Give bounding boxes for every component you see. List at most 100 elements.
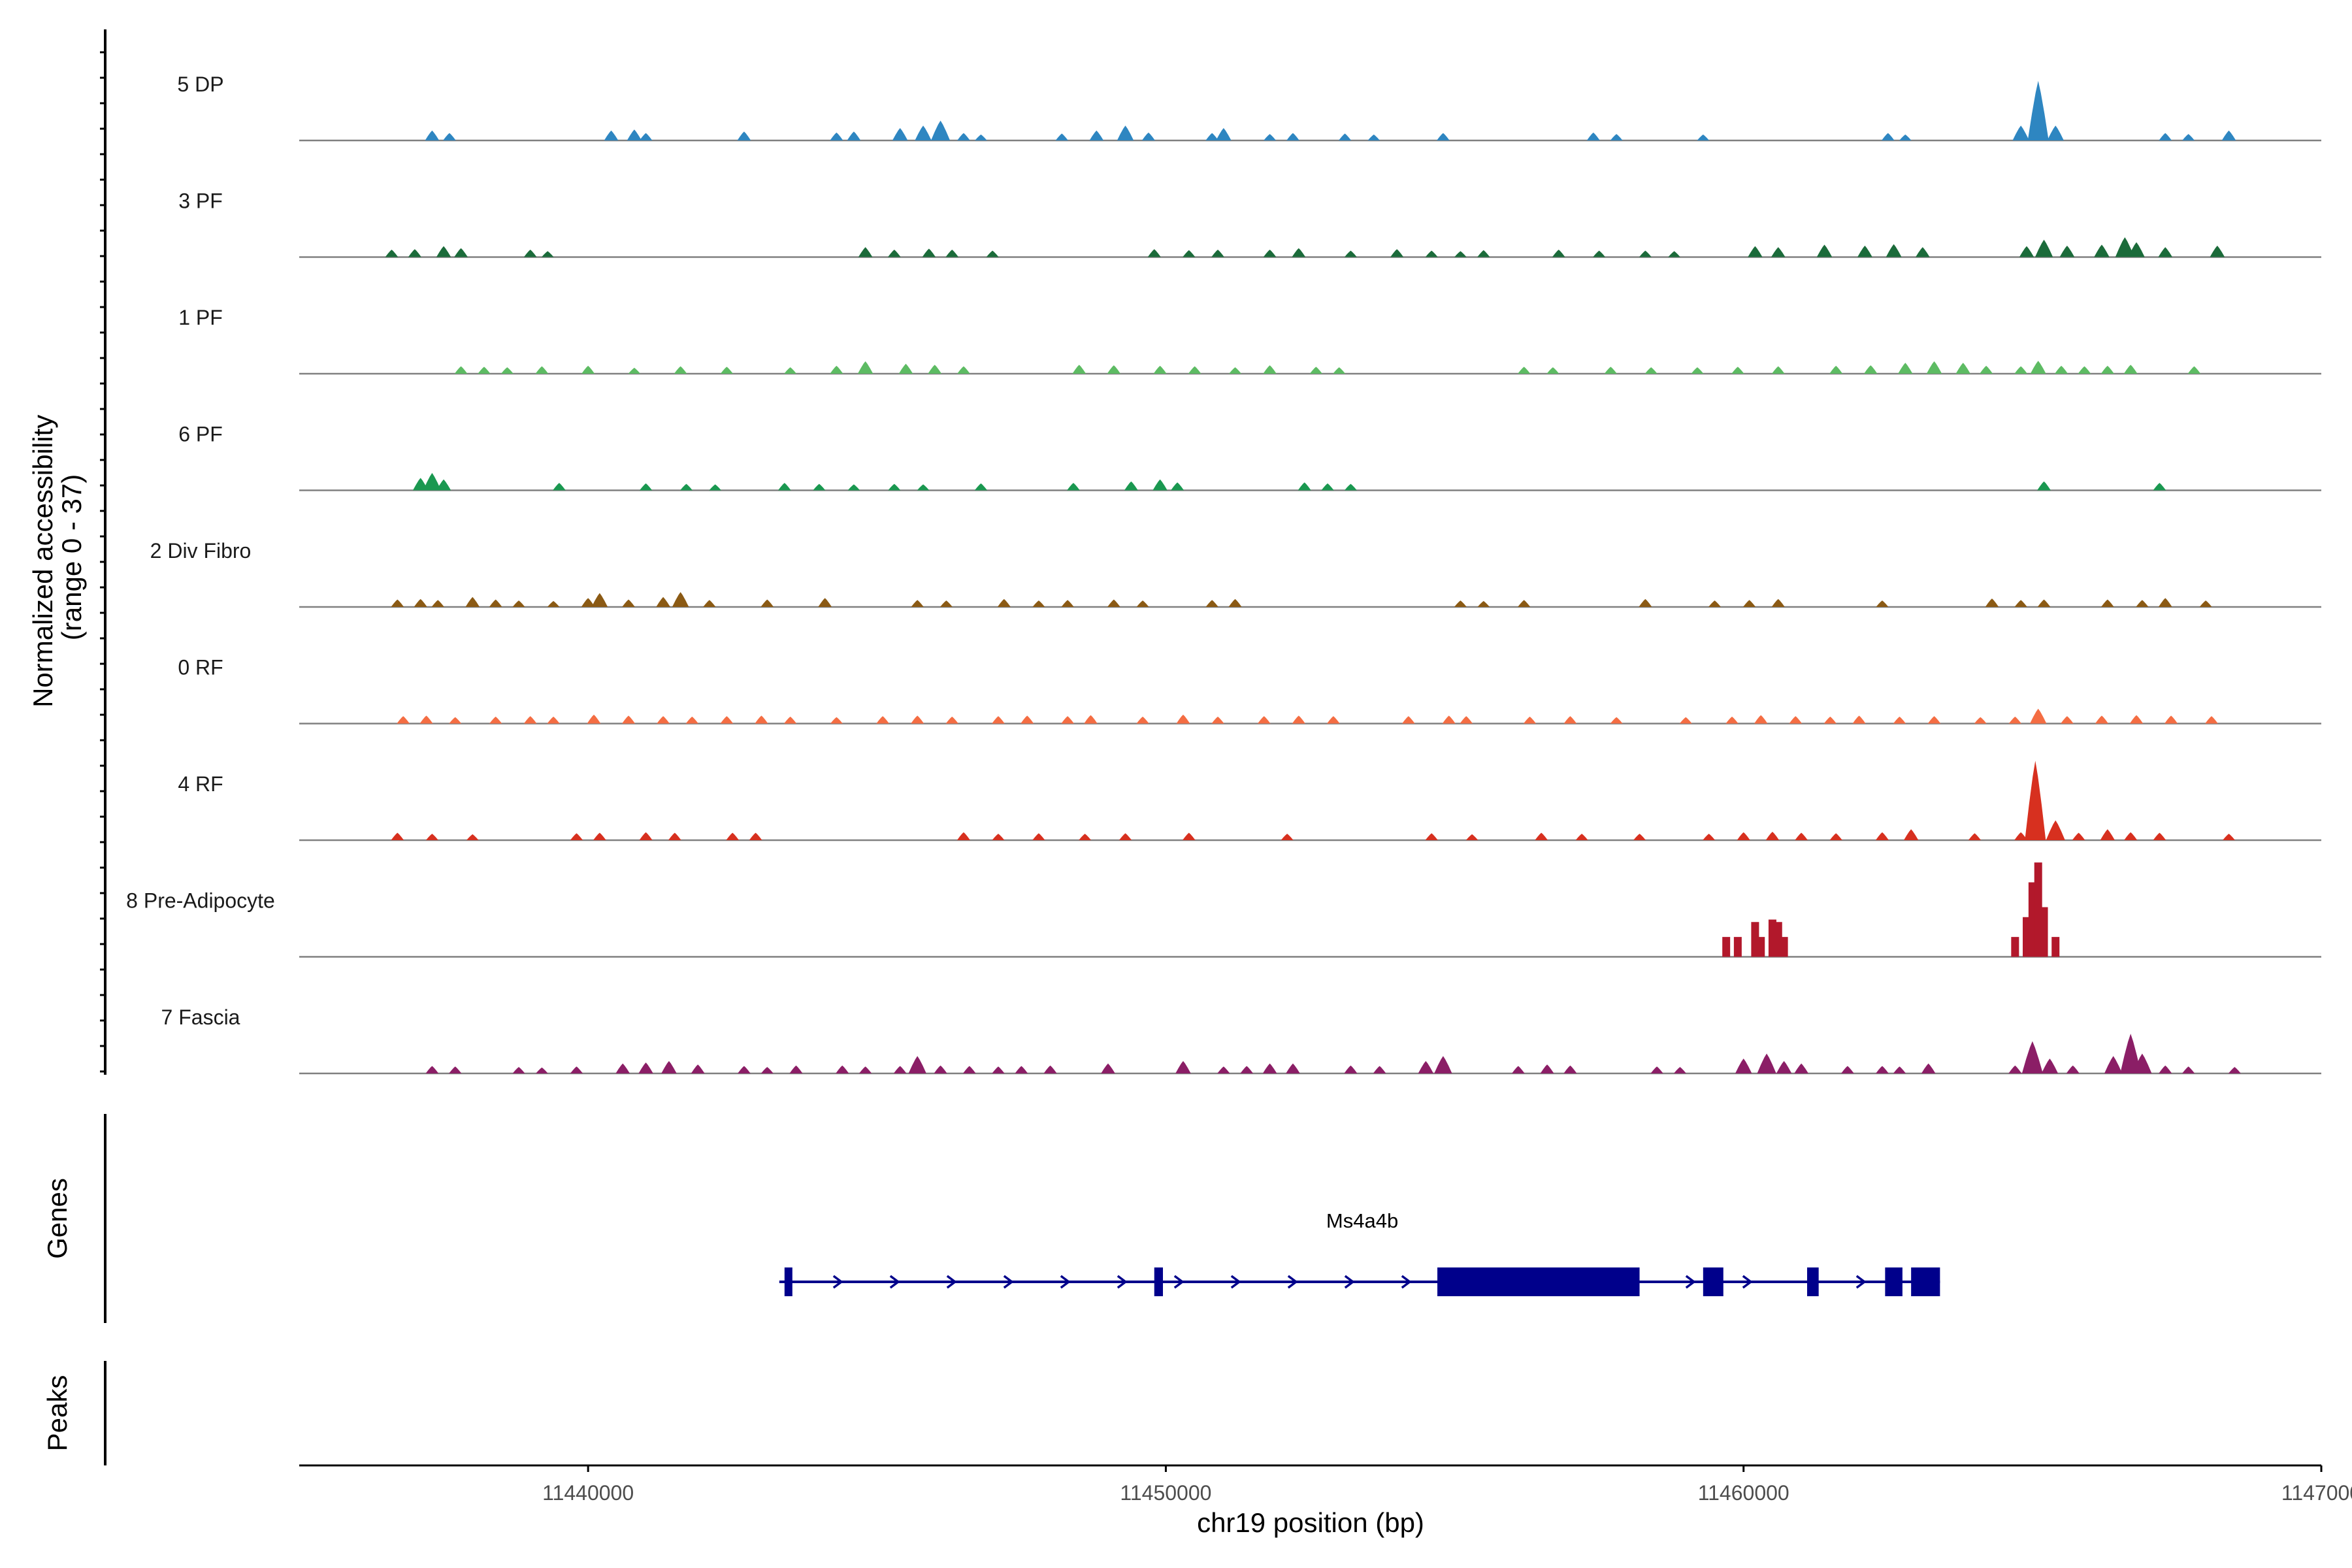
coverage-peak: [1927, 716, 1941, 724]
coverage-peak: [1748, 246, 1763, 257]
coverage-peak: [668, 832, 681, 840]
coverage-peak: [454, 366, 468, 374]
coverage-peak: [703, 600, 716, 607]
coverage-peak: [1974, 717, 1987, 724]
coverage-peak: [1540, 1064, 1554, 1073]
x-axis-title: chr19 position (bp): [1197, 1507, 1424, 1538]
coverage-peak: [2210, 246, 2225, 257]
coverage-peak: [836, 1065, 849, 1073]
coverage-peak: [615, 1063, 630, 1073]
coverage-peak: [581, 598, 595, 607]
coverage-peak: [2047, 125, 2064, 140]
coverage-peak: [813, 483, 826, 491]
coverage-peak: [2037, 599, 2051, 607]
coverage-peak: [928, 365, 942, 374]
gene-exon: [1703, 1267, 1723, 1296]
coverage-peak: [720, 716, 734, 724]
coverage-peak: [2159, 133, 2172, 140]
coverage-peak: [1757, 1053, 1776, 1073]
coverage-peak: [547, 600, 560, 607]
coverage-peak: [818, 598, 832, 607]
gene-exon: [1154, 1267, 1164, 1296]
track-2-div-fibro: 2 Div Fibro: [150, 539, 2321, 608]
track-label: 6 PF: [178, 423, 223, 446]
coverage-peak: [1205, 600, 1218, 607]
coverage-peak: [657, 716, 670, 724]
coverage-peak: [1119, 833, 1132, 840]
coverage-peak: [749, 832, 762, 840]
coverage-peak: [922, 248, 936, 257]
coverage-peak: [1437, 133, 1450, 140]
coverage-peak: [1852, 715, 1866, 724]
track-0-rf: 0 RF: [178, 656, 2321, 725]
coverage-peak: [1780, 937, 1788, 957]
coverage-peak: [2228, 1067, 2241, 1073]
track-label: 7 Fascia: [161, 1005, 240, 1029]
coverage-peak: [784, 367, 797, 374]
track-6-pf: 6 PF: [178, 423, 2321, 491]
coverage-peak: [1610, 717, 1623, 724]
coverage-peak: [1338, 133, 1352, 140]
coverage-peak: [553, 483, 566, 491]
coverage-tracks: 5 DP 3 PF 1 PF 6 PF 2 Div Fibro 0 RF 4 RF 8 Pre…: [126, 73, 2321, 1075]
coverage-peak: [1644, 367, 1658, 374]
coverage-peak: [760, 1067, 774, 1073]
coverage-peak: [2030, 708, 2047, 724]
coverage-peak: [911, 715, 924, 724]
coverage-peak: [535, 366, 549, 374]
coverage-peak: [2124, 832, 2138, 840]
coverage-peak: [1072, 365, 1086, 374]
strand-chevron: [1287, 1275, 1298, 1289]
coverage-peak: [2034, 239, 2053, 257]
track-label: 5 DP: [177, 73, 223, 96]
coverage-peak: [1061, 600, 1074, 607]
coverage-peak: [1776, 1061, 1792, 1073]
coverage-peak: [1043, 1065, 1057, 1073]
coverage-peak: [2129, 715, 2144, 724]
coverage-y-ticks: [100, 51, 105, 1073]
coverage-peak: [1968, 833, 1982, 840]
coverage-peak: [2115, 237, 2134, 257]
coverage-peak: [930, 120, 951, 140]
coverage-peak: [1725, 716, 1739, 724]
coverage-peak: [1633, 834, 1646, 840]
coverage-peak: [1742, 600, 1756, 607]
coverage-peak: [2159, 1065, 2172, 1073]
coverage-peak: [536, 1067, 548, 1073]
coverage-peak: [1401, 716, 1415, 724]
track-8-pre-adipocyte: 8 Pre-Adipocyte: [126, 862, 2321, 958]
coverage-peak: [2100, 829, 2115, 840]
coverage-peak: [466, 834, 479, 840]
coverage-peak: [1722, 937, 1731, 957]
coverage-peak: [465, 596, 480, 607]
coverage-peak: [2014, 366, 2028, 374]
coverage-peak: [1604, 367, 1617, 374]
coverage-peak: [939, 600, 953, 607]
coverage-peak: [738, 1066, 751, 1073]
coverage-peak: [622, 715, 636, 724]
track-label: 8 Pre-Adipocyte: [126, 889, 275, 913]
coverage-peak: [992, 834, 1005, 840]
coverage-peak: [436, 246, 451, 257]
coverage-peak: [1089, 130, 1104, 140]
coverage-peak: [1518, 600, 1531, 607]
coverage-peak: [1886, 244, 1902, 257]
coverage-peak: [431, 600, 444, 607]
coverage-peak: [1321, 483, 1334, 491]
coverage-peak: [2012, 125, 2029, 140]
coverage-peak: [1903, 829, 1919, 840]
coverage-peak: [1703, 834, 1716, 840]
coverage-peak: [449, 1066, 462, 1073]
coverage-peak: [680, 483, 693, 491]
coverage-peak: [500, 367, 514, 374]
coverage-peak: [1147, 249, 1161, 257]
coverage-peak: [737, 131, 751, 140]
coverage-peak: [2055, 365, 2068, 374]
coverage-peak: [541, 251, 554, 257]
coverage-peak: [1107, 365, 1121, 374]
coverage-peak: [1454, 251, 1467, 257]
coverage-peak: [2051, 937, 2060, 957]
strand-chevron: [1230, 1275, 1241, 1289]
coverage-peak: [1795, 832, 1808, 840]
coverage-peak: [1264, 134, 1277, 140]
